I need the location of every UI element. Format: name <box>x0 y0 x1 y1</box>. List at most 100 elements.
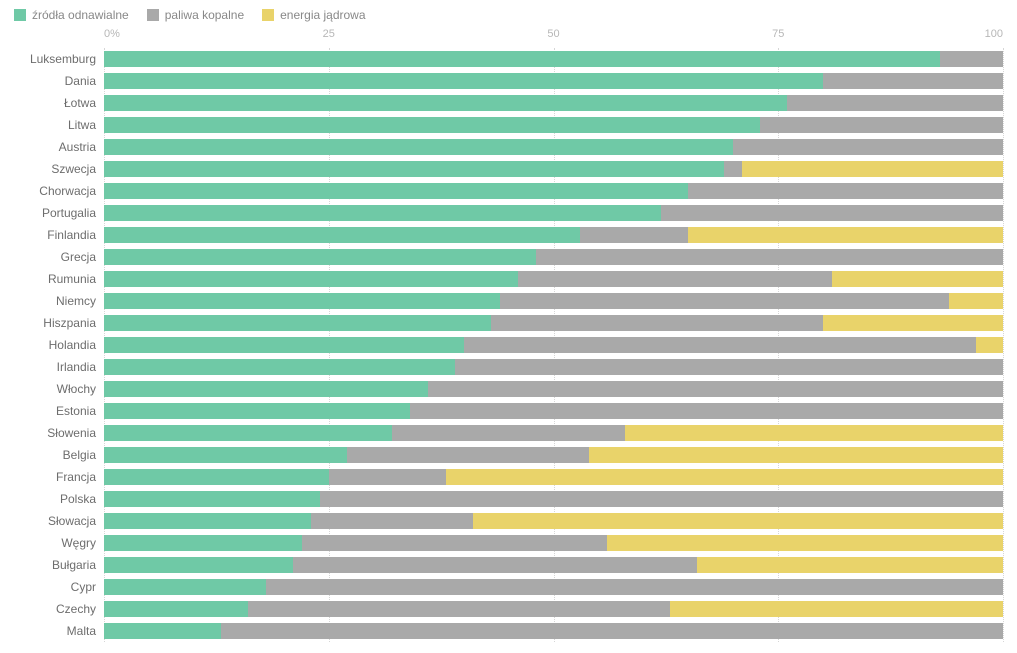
bar-segment-fossil <box>248 601 671 617</box>
bar-segment-fossil <box>661 205 1003 221</box>
bar-segment-fossil <box>311 513 473 529</box>
x-tick-label: 100 <box>985 28 1003 40</box>
bar-row <box>104 532 1003 554</box>
country-label: Hiszpania <box>14 312 104 334</box>
country-label: Polska <box>14 488 104 510</box>
bar-segment-fossil <box>410 403 1003 419</box>
bar-row <box>104 444 1003 466</box>
bar-segment-renewable <box>104 315 491 331</box>
bar-segment-nuclear <box>670 601 1003 617</box>
stacked-bar <box>104 205 1003 221</box>
gridline <box>1003 48 1004 642</box>
bar-row <box>104 400 1003 422</box>
country-label: Łotwa <box>14 92 104 114</box>
plot-area: LuksemburgDaniaŁotwaLitwaAustriaSzwecjaC… <box>14 28 1003 642</box>
stacked-bar <box>104 73 1003 89</box>
bar-row <box>104 576 1003 598</box>
x-tick-label: 75 <box>772 28 784 40</box>
bar-row <box>104 554 1003 576</box>
stacked-bar <box>104 601 1003 617</box>
bar-segment-renewable <box>104 403 410 419</box>
legend: źródła odnawialne paliwa kopalne energia… <box>14 8 1003 22</box>
bar-row <box>104 620 1003 642</box>
x-tick-label: 50 <box>547 28 559 40</box>
country-label: Słowacja <box>14 510 104 532</box>
stacked-bar <box>104 579 1003 595</box>
stacked-bar <box>104 381 1003 397</box>
bar-segment-renewable <box>104 513 311 529</box>
bar-segment-fossil <box>455 359 1003 375</box>
bar-segment-fossil <box>428 381 1003 397</box>
country-label: Belgia <box>14 444 104 466</box>
bar-row <box>104 70 1003 92</box>
bar-segment-fossil <box>536 249 1003 265</box>
bar-segment-fossil <box>500 293 950 309</box>
energy-mix-chart: źródła odnawialne paliwa kopalne energia… <box>0 0 1017 653</box>
stacked-bar <box>104 227 1003 243</box>
country-label: Cypr <box>14 576 104 598</box>
country-label: Litwa <box>14 114 104 136</box>
stacked-bar <box>104 249 1003 265</box>
bar-segment-fossil <box>760 117 1003 133</box>
legend-label-renewable: źródła odnawialne <box>32 8 129 22</box>
y-labels: LuksemburgDaniaŁotwaLitwaAustriaSzwecjaC… <box>14 48 104 642</box>
bar-segment-renewable <box>104 139 733 155</box>
bar-segment-renewable <box>104 425 392 441</box>
stacked-bar <box>104 139 1003 155</box>
legend-swatch-renewable <box>14 9 26 21</box>
bar-segment-nuclear <box>589 447 1003 463</box>
bar-segment-fossil <box>293 557 698 573</box>
stacked-bar <box>104 117 1003 133</box>
stacked-bar <box>104 491 1003 507</box>
bar-segment-nuclear <box>949 293 1003 309</box>
bar-segment-renewable <box>104 161 724 177</box>
bar-segment-renewable <box>104 469 329 485</box>
bar-segment-renewable <box>104 117 760 133</box>
legend-label-fossil: paliwa kopalne <box>165 8 244 22</box>
bar-segment-nuclear <box>976 337 1003 353</box>
country-label: Grecja <box>14 246 104 268</box>
bar-segment-renewable <box>104 183 688 199</box>
country-label: Portugalia <box>14 202 104 224</box>
bar-segment-renewable <box>104 73 823 89</box>
bar-segment-fossil <box>320 491 1003 507</box>
legend-swatch-nuclear <box>262 9 274 21</box>
country-label: Dania <box>14 70 104 92</box>
bar-segment-renewable <box>104 623 221 639</box>
bar-segment-renewable <box>104 271 518 287</box>
bar-row <box>104 92 1003 114</box>
bar-segment-fossil <box>787 95 1003 111</box>
bar-segment-renewable <box>104 359 455 375</box>
bar-segment-fossil <box>518 271 833 287</box>
bar-segment-nuclear <box>697 557 1003 573</box>
x-tick-label: 25 <box>323 28 335 40</box>
legend-item-nuclear: energia jądrowa <box>262 8 365 22</box>
bar-segment-nuclear <box>742 161 1003 177</box>
bar-segment-fossil <box>392 425 626 441</box>
country-label: Malta <box>14 620 104 642</box>
y-labels-column: LuksemburgDaniaŁotwaLitwaAustriaSzwecjaC… <box>14 28 104 642</box>
bar-segment-renewable <box>104 381 428 397</box>
country-label: Irlandia <box>14 356 104 378</box>
bar-row <box>104 466 1003 488</box>
bar-row <box>104 136 1003 158</box>
bar-segment-fossil <box>724 161 742 177</box>
stacked-bar <box>104 447 1003 463</box>
stacked-bar <box>104 271 1003 287</box>
legend-item-fossil: paliwa kopalne <box>147 8 244 22</box>
country-label: Słowenia <box>14 422 104 444</box>
country-label: Holandia <box>14 334 104 356</box>
bar-segment-renewable <box>104 293 500 309</box>
bar-segment-renewable <box>104 205 661 221</box>
bar-row <box>104 246 1003 268</box>
bar-segment-fossil <box>221 623 1003 639</box>
country-label: Finlandia <box>14 224 104 246</box>
country-label: Estonia <box>14 400 104 422</box>
bar-segment-renewable <box>104 491 320 507</box>
legend-item-renewable: źródła odnawialne <box>14 8 129 22</box>
bar-segment-nuclear <box>607 535 1003 551</box>
bar-row <box>104 334 1003 356</box>
country-label: Szwecja <box>14 158 104 180</box>
country-label: Niemcy <box>14 290 104 312</box>
stacked-bar <box>104 337 1003 353</box>
